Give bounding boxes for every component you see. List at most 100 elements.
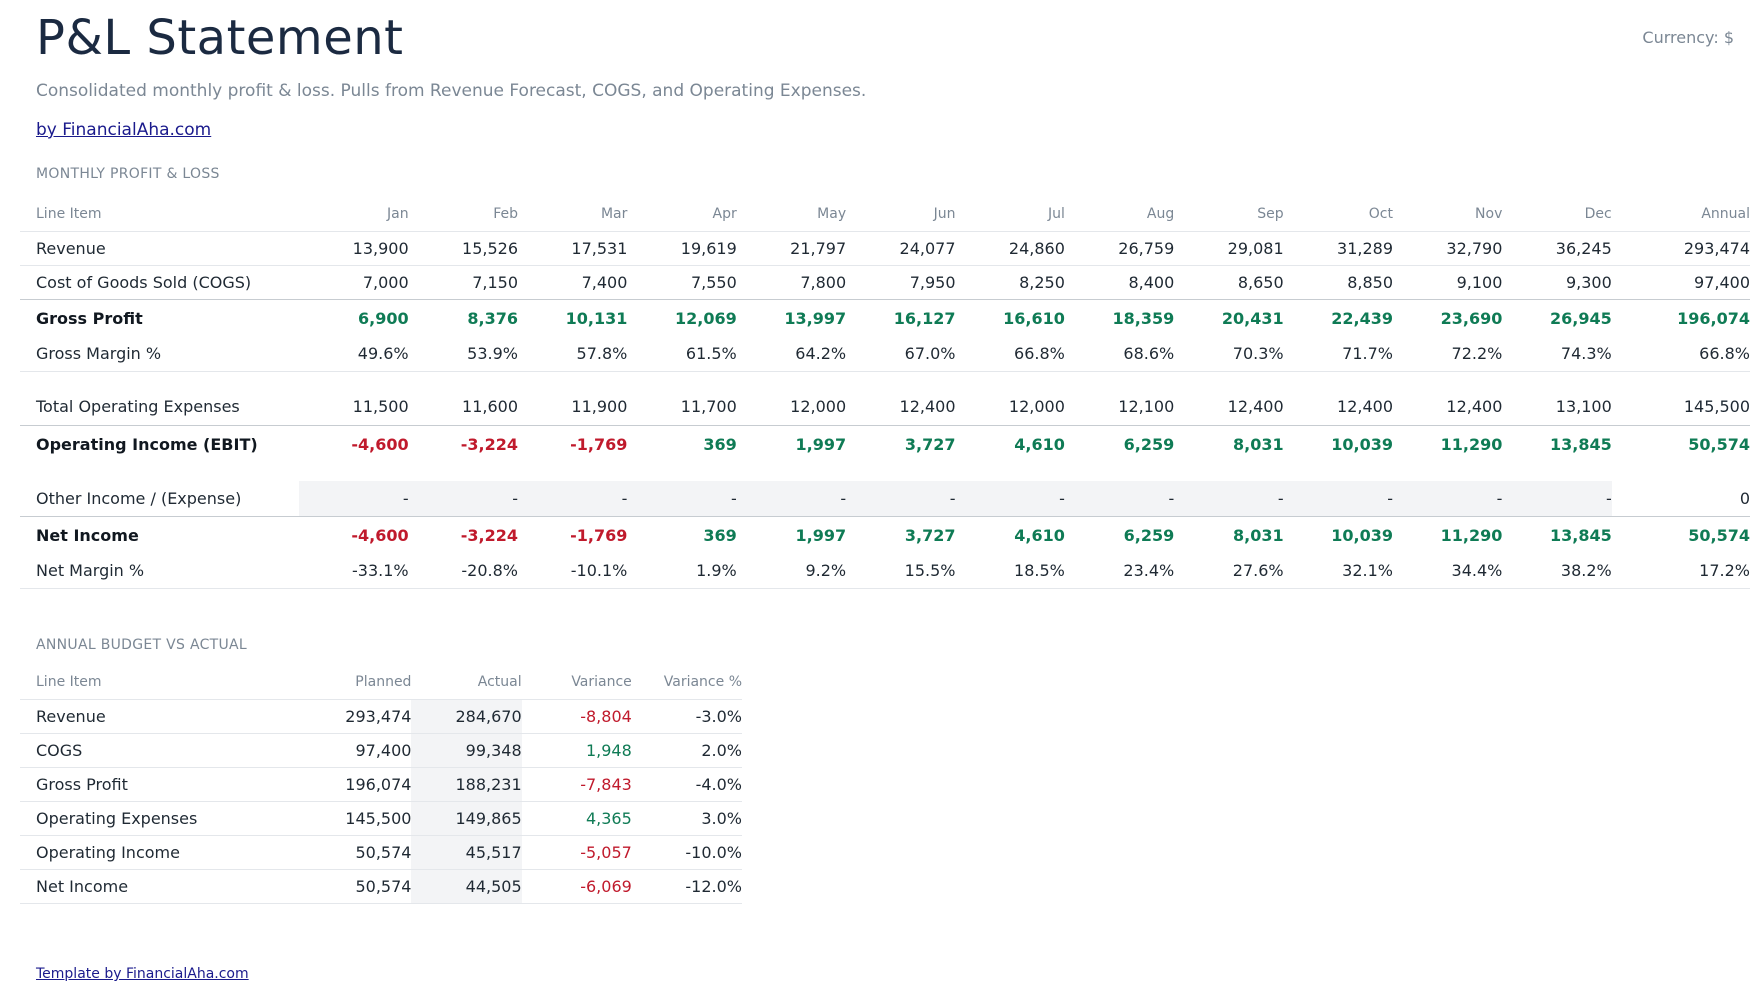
actual-value: 149,865	[411, 801, 522, 836]
cell-value: 8,850	[1283, 265, 1393, 300]
cell-value: 13,900	[299, 231, 409, 266]
cell-value: -10.1%	[518, 554, 628, 589]
cell-value: 12,400	[1283, 389, 1393, 426]
cell-value: 26,759	[1064, 231, 1175, 266]
cell-value: -	[408, 481, 518, 517]
author-link[interactable]: by FinancialAha.com	[36, 120, 212, 140]
column-header: Aug	[1064, 198, 1175, 232]
column-header: Variance	[521, 666, 632, 700]
page-subtitle: Consolidated monthly profit & loss. Pull…	[36, 81, 867, 101]
row-label: Cost of Goods Sold (COGS)	[20, 265, 300, 300]
cell-value: 12,000	[736, 389, 847, 426]
cell-value: 6,259	[1123, 525, 1175, 545]
cell-value: 1,997	[795, 525, 847, 545]
planned-value: 50,574	[301, 835, 412, 870]
column-header: Line Item	[20, 198, 300, 232]
cell-value: 12,069	[675, 308, 737, 328]
cell-value: -4,600	[351, 525, 409, 545]
cell-value: 11,290	[1440, 434, 1503, 454]
variance-value: -6,069	[521, 869, 632, 904]
row-operating-expenses: Total Operating Expenses 11,500 11,600 11,9…	[20, 389, 1750, 426]
cell-value: 21,797	[736, 231, 847, 266]
cell-value: -3,224	[460, 434, 518, 454]
variance-pct-value: -12.0%	[631, 869, 742, 904]
row-label: Net Margin %	[20, 554, 300, 589]
cell-value: -33.1%	[299, 554, 409, 589]
cell-value: -	[736, 481, 847, 517]
cell-value: 11,900	[518, 389, 628, 426]
cell-value: 49.6%	[299, 337, 409, 372]
cell-value: -	[846, 481, 956, 517]
cell-value: 0	[1611, 481, 1750, 517]
cell-value: 50,574	[1688, 525, 1750, 545]
cell-value: 12,400	[1393, 389, 1503, 426]
column-header: Nov	[1393, 198, 1503, 232]
cell-value: 7,950	[846, 265, 956, 300]
table-row: Operating Expenses 145,500 149,865 4,365 3.0…	[20, 801, 742, 836]
cell-value: 29,081	[1174, 231, 1284, 266]
cell-value: 1,997	[795, 434, 847, 454]
cell-value: -	[955, 481, 1065, 517]
cell-value: 12,400	[846, 389, 956, 426]
cell-value: 32,790	[1393, 231, 1503, 266]
cell-value: 8,031	[1233, 525, 1284, 545]
cell-value: 8,400	[1064, 265, 1175, 300]
footer-template-link[interactable]: Template by FinancialAha.com	[36, 966, 249, 982]
cell-value: 8,650	[1174, 265, 1284, 300]
cell-value: 18.5%	[955, 554, 1065, 589]
cell-value: 10,131	[565, 308, 628, 328]
cell-value: 50,574	[1688, 434, 1750, 454]
cell-value: 67.0%	[846, 337, 956, 372]
cell-value: 57.8%	[518, 337, 628, 372]
actual-value: 44,505	[411, 869, 522, 904]
cell-value: -	[518, 481, 628, 517]
cell-value: 12,000	[955, 389, 1065, 426]
cell-value: 11,600	[408, 389, 518, 426]
variance-pct-value: -3.0%	[631, 699, 742, 734]
cell-value: 24,860	[955, 231, 1065, 266]
actual-value: 99,348	[411, 733, 522, 768]
row-spacer	[20, 463, 1750, 481]
row-label: Operating Income (EBIT)	[36, 434, 258, 454]
row-gross-margin: Gross Margin % 49.6% 53.9% 57.8% 61.5% 64.2% 6…	[20, 337, 1750, 372]
budget-section-label: ANNUAL BUDGET VS ACTUAL	[36, 637, 248, 653]
cell-value: -	[1393, 481, 1503, 517]
cell-value: -1,769	[570, 525, 628, 545]
cell-value: 23,690	[1440, 308, 1503, 328]
cell-value: 7,400	[518, 265, 628, 300]
cell-value: 9,100	[1393, 265, 1503, 300]
cell-value: 68.6%	[1064, 337, 1175, 372]
row-label: Gross Profit	[20, 767, 302, 802]
planned-value: 196,074	[301, 767, 412, 802]
cell-value: 11,500	[299, 389, 409, 426]
column-header: Feb	[408, 198, 518, 232]
cell-value: 66.8%	[1611, 337, 1750, 372]
row-label: Total Operating Expenses	[20, 389, 300, 426]
cell-value: -	[1174, 481, 1284, 517]
column-header: Apr	[627, 198, 737, 232]
variance-pct-value: 3.0%	[631, 801, 742, 836]
column-header: Jun	[846, 198, 956, 232]
row-label: Gross Profit	[36, 308, 143, 328]
variance-value: -5,057	[521, 835, 632, 870]
planned-value: 293,474	[301, 699, 412, 734]
cell-value: 71.7%	[1283, 337, 1393, 372]
table-row: Net Income 50,574 44,505 -6,069 -12.0%	[20, 869, 742, 904]
cell-value: 15.5%	[846, 554, 956, 589]
cell-value: 369	[703, 525, 737, 545]
cell-value: 20,431	[1221, 308, 1284, 328]
cell-value: 13,845	[1550, 525, 1612, 545]
cell-value: 53.9%	[408, 337, 518, 372]
cell-value: 11,700	[627, 389, 737, 426]
cell-value: 8,031	[1233, 434, 1284, 454]
cell-value: 4,610	[1014, 434, 1065, 454]
column-header: Mar	[518, 198, 628, 232]
planned-value: 97,400	[301, 733, 412, 768]
cell-value: 66.8%	[955, 337, 1065, 372]
cell-value: 6,259	[1123, 434, 1175, 454]
cell-value: 38.2%	[1502, 554, 1612, 589]
cell-value: 36,245	[1502, 231, 1612, 266]
cell-value: 70.3%	[1174, 337, 1284, 372]
row-cogs: Cost of Goods Sold (COGS) 7,000 7,150 7,400…	[20, 265, 1750, 300]
row-spacer	[20, 371, 1750, 389]
